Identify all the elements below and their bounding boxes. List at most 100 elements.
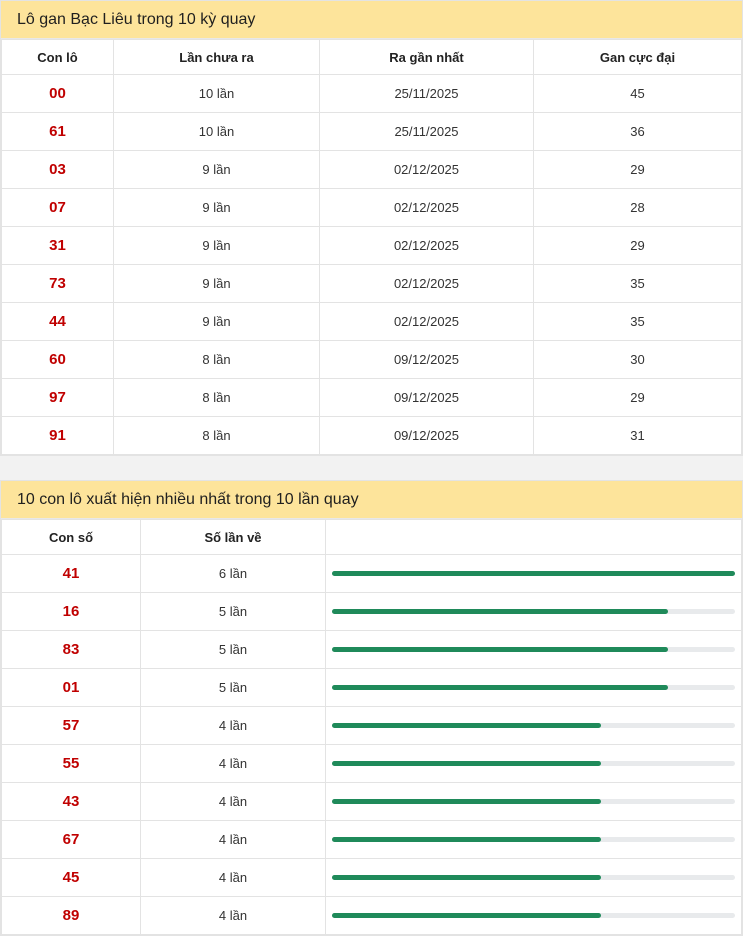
so-lan-ve-cell: 4 lần [140, 782, 326, 821]
table-row: 01 5 lần [1, 668, 742, 707]
frequency-bar-cell [325, 554, 742, 593]
gan-cuc-dai-cell: 31 [533, 416, 742, 455]
con-lo-cell: 44 [1, 302, 114, 341]
con-lo-cell: 03 [1, 150, 114, 189]
ra-gan-nhat-cell: 25/11/2025 [319, 74, 534, 113]
lan-chua-ra-cell: 9 lần [113, 188, 320, 227]
header-lan-chua-ra: Lần chưa ra [113, 39, 320, 75]
frequency-bar-fill [332, 609, 668, 614]
header-con-so: Con số [1, 519, 141, 555]
table-row: 57 4 lần [1, 706, 742, 745]
con-so-cell: 43 [1, 782, 141, 821]
frequency-bar-track [332, 799, 735, 804]
frequency-bar-fill [332, 723, 601, 728]
frequency-bar-track [332, 571, 735, 576]
con-so-cell: 01 [1, 668, 141, 707]
so-lan-ve-cell: 5 lần [140, 668, 326, 707]
header-con-lo: Con lô [1, 39, 114, 75]
con-lo-cell: 91 [1, 416, 114, 455]
table-row: 03 9 lần 02/12/2025 29 [1, 150, 742, 189]
lan-chua-ra-cell: 10 lần [113, 74, 320, 113]
gan-cuc-dai-cell: 45 [533, 74, 742, 113]
so-lan-ve-cell: 4 lần [140, 858, 326, 897]
frequency-bar-cell [325, 782, 742, 821]
gan-cuc-dai-cell: 35 [533, 264, 742, 303]
frequency-bar-track [332, 609, 735, 614]
lan-chua-ra-cell: 10 lần [113, 112, 320, 151]
gan-cuc-dai-cell: 29 [533, 226, 742, 265]
table-row: 07 9 lần 02/12/2025 28 [1, 188, 742, 227]
frequency-bar-fill [332, 685, 668, 690]
ra-gan-nhat-cell: 02/12/2025 [319, 188, 534, 227]
lan-chua-ra-cell: 8 lần [113, 340, 320, 379]
lo-gan-panel: Lô gan Bạc Liêu trong 10 kỳ quay Con lô … [0, 0, 743, 456]
ra-gan-nhat-cell: 09/12/2025 [319, 340, 534, 379]
lan-chua-ra-cell: 8 lần [113, 416, 320, 455]
header-bar [325, 519, 742, 555]
frequency-bar-fill [332, 761, 601, 766]
lan-chua-ra-cell: 9 lần [113, 302, 320, 341]
table-row: 67 4 lần [1, 820, 742, 859]
frequency-bar-cell [325, 630, 742, 669]
table-row: 55 4 lần [1, 744, 742, 783]
so-lan-ve-cell: 6 lần [140, 554, 326, 593]
top-lo-header-row: Con số Số lần về [1, 519, 742, 555]
table-row: 44 9 lần 02/12/2025 35 [1, 302, 742, 341]
table-row: 73 9 lần 02/12/2025 35 [1, 264, 742, 303]
lan-chua-ra-cell: 8 lần [113, 378, 320, 417]
con-lo-cell: 61 [1, 112, 114, 151]
con-so-cell: 57 [1, 706, 141, 745]
frequency-bar-fill [332, 799, 601, 804]
ra-gan-nhat-cell: 02/12/2025 [319, 150, 534, 189]
lo-gan-table: Con lô Lần chưa ra Ra gần nhất Gan cực đ… [1, 39, 742, 455]
con-so-cell: 67 [1, 820, 141, 859]
frequency-bar-cell [325, 706, 742, 745]
ra-gan-nhat-cell: 09/12/2025 [319, 378, 534, 417]
frequency-bar-fill [332, 875, 601, 880]
con-lo-cell: 60 [1, 340, 114, 379]
frequency-bar-cell [325, 668, 742, 707]
frequency-bar-track [332, 837, 735, 842]
frequency-bar-fill [332, 647, 668, 652]
top-lo-panel: 10 con lô xuất hiện nhiều nhất trong 10 … [0, 480, 743, 936]
gan-cuc-dai-cell: 29 [533, 150, 742, 189]
frequency-bar-track [332, 685, 735, 690]
frequency-bar-track [332, 647, 735, 652]
con-so-cell: 83 [1, 630, 141, 669]
lo-gan-title: Lô gan Bạc Liêu trong 10 kỳ quay [1, 1, 742, 39]
table-row: 83 5 lần [1, 630, 742, 669]
header-gan-cuc-dai: Gan cực đại [533, 39, 742, 75]
gan-cuc-dai-cell: 35 [533, 302, 742, 341]
frequency-bar-cell [325, 858, 742, 897]
top-lo-table: Con số Số lần về 41 6 lần 16 5 lần 83 5 lần 01… [1, 519, 742, 935]
lo-gan-header-row: Con lô Lần chưa ra Ra gần nhất Gan cực đ… [1, 39, 742, 75]
table-row: 60 8 lần 09/12/2025 30 [1, 340, 742, 379]
so-lan-ve-cell: 5 lần [140, 630, 326, 669]
so-lan-ve-cell: 4 lần [140, 744, 326, 783]
con-lo-cell: 00 [1, 74, 114, 113]
lan-chua-ra-cell: 9 lần [113, 226, 320, 265]
ra-gan-nhat-cell: 09/12/2025 [319, 416, 534, 455]
table-row: 91 8 lần 09/12/2025 31 [1, 416, 742, 455]
table-row: 89 4 lần [1, 896, 742, 935]
frequency-bar-cell [325, 820, 742, 859]
header-ra-gan-nhat: Ra gần nhất [319, 39, 534, 75]
con-so-cell: 41 [1, 554, 141, 593]
frequency-bar-fill [332, 571, 735, 576]
con-so-cell: 45 [1, 858, 141, 897]
gan-cuc-dai-cell: 28 [533, 188, 742, 227]
top-lo-title: 10 con lô xuất hiện nhiều nhất trong 10 … [1, 481, 742, 519]
con-lo-cell: 31 [1, 226, 114, 265]
so-lan-ve-cell: 4 lần [140, 706, 326, 745]
table-row: 16 5 lần [1, 592, 742, 631]
header-so-lan-ve: Số lần về [140, 519, 326, 555]
frequency-bar-track [332, 723, 735, 728]
frequency-bar-cell [325, 744, 742, 783]
table-row: 31 9 lần 02/12/2025 29 [1, 226, 742, 265]
so-lan-ve-cell: 5 lần [140, 592, 326, 631]
frequency-bar-fill [332, 913, 601, 918]
con-lo-cell: 73 [1, 264, 114, 303]
table-row: 43 4 lần [1, 782, 742, 821]
frequency-bar-cell [325, 592, 742, 631]
con-so-cell: 55 [1, 744, 141, 783]
